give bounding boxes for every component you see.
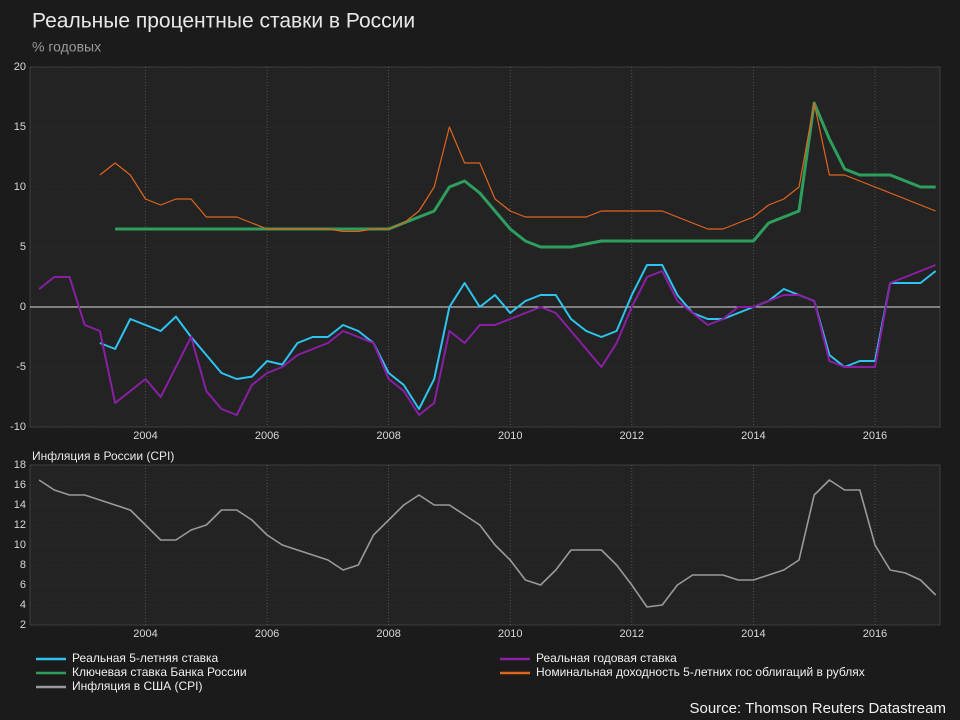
legend-label: Реальная годовая ставка	[536, 651, 677, 665]
legend-label: Номинальная доходность 5-летних гос обли…	[536, 665, 865, 679]
series-line	[99, 102, 936, 232]
legend-label: Ключевая ставка Банка России	[72, 665, 247, 679]
chart-subtitle: % годовых	[32, 39, 101, 55]
y-tick-label: 4	[20, 599, 26, 611]
y-tick-label: 5	[20, 241, 26, 253]
x-tick-label: 2014	[741, 430, 765, 442]
y-tick-label: 8	[20, 559, 26, 571]
chart-title: Реальные процентные ставки в России	[32, 10, 415, 33]
x-tick-label: 2016	[863, 430, 887, 442]
y-tick-label: -10	[10, 421, 26, 433]
x-tick-label: 2008	[376, 430, 400, 442]
y-tick-label: 6	[20, 579, 26, 591]
x-tick-label: 2010	[498, 628, 522, 640]
y-tick-label: 10	[14, 181, 26, 193]
y-tick-label: 2	[20, 619, 26, 631]
x-tick-label: 2012	[620, 430, 644, 442]
x-tick-label: 2004	[133, 628, 157, 640]
x-tick-label: 2006	[255, 430, 279, 442]
x-tick-label: 2016	[863, 628, 887, 640]
y-tick-label: 12	[14, 519, 26, 531]
y-tick-label: 0	[20, 301, 26, 313]
y-tick-label: 10	[14, 539, 26, 551]
x-tick-label: 2012	[620, 628, 644, 640]
x-tick-label: 2006	[255, 628, 279, 640]
x-tick-label: 2014	[741, 628, 765, 640]
legend-label: Инфляция в США (CPI)	[72, 679, 202, 693]
y-tick-label: 18	[14, 459, 26, 471]
series-line	[38, 264, 937, 416]
x-tick-label: 2010	[498, 430, 522, 442]
series-line	[38, 479, 937, 608]
legend-label: Реальная 5-летняя ставка	[72, 651, 219, 665]
x-tick-label: 2004	[133, 430, 157, 442]
source: Source: Thomson Reuters Datastream	[689, 700, 946, 717]
y-tick-label: -5	[16, 361, 26, 373]
panel-title: Инфляция в России (CPI)	[32, 449, 174, 463]
plot-area	[29, 66, 941, 428]
series-line	[115, 101, 936, 249]
y-tick-label: 16	[14, 479, 26, 491]
plot-area	[29, 464, 941, 626]
y-tick-label: 20	[14, 61, 26, 73]
y-tick-label: 15	[14, 121, 26, 133]
y-tick-label: 14	[14, 499, 26, 511]
x-tick-label: 2008	[376, 628, 400, 640]
